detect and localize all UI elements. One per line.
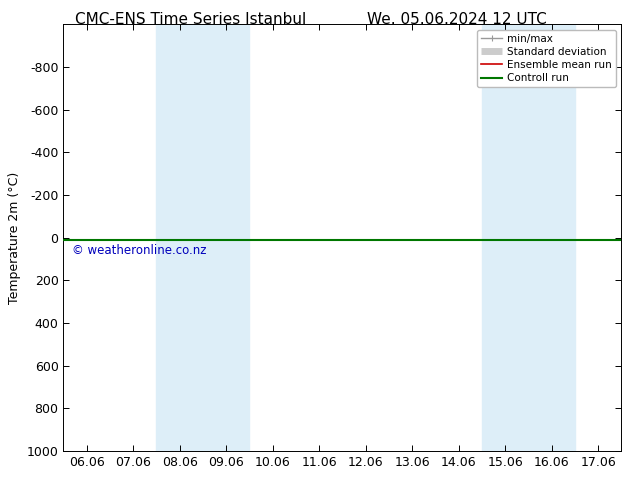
Bar xyxy=(157,24,249,451)
Text: CMC-ENS Time Series Istanbul: CMC-ENS Time Series Istanbul xyxy=(75,12,306,27)
Text: © weatheronline.co.nz: © weatheronline.co.nz xyxy=(72,244,206,257)
Bar xyxy=(482,24,575,451)
Legend: min/max, Standard deviation, Ensemble mean run, Controll run: min/max, Standard deviation, Ensemble me… xyxy=(477,30,616,87)
Y-axis label: Temperature 2m (°C): Temperature 2m (°C) xyxy=(8,172,21,304)
Text: We. 05.06.2024 12 UTC: We. 05.06.2024 12 UTC xyxy=(366,12,547,27)
